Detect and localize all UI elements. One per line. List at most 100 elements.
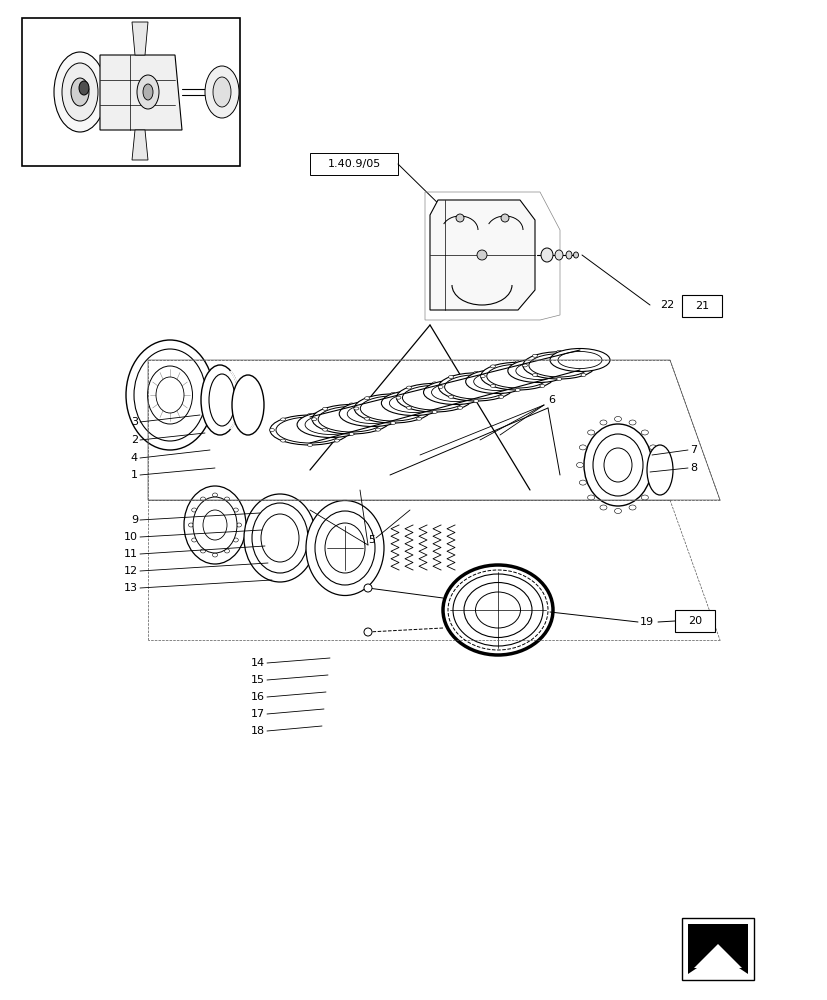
Ellipse shape [457, 386, 462, 389]
Ellipse shape [314, 511, 375, 585]
Ellipse shape [444, 375, 507, 399]
Ellipse shape [339, 401, 405, 426]
Ellipse shape [349, 403, 354, 406]
Ellipse shape [468, 396, 473, 399]
Ellipse shape [325, 523, 365, 573]
Ellipse shape [457, 406, 462, 409]
Text: 3: 3 [131, 417, 138, 427]
Ellipse shape [581, 374, 586, 377]
Text: 18: 18 [251, 726, 265, 736]
Ellipse shape [528, 354, 589, 377]
Ellipse shape [126, 340, 213, 450]
Ellipse shape [200, 549, 205, 553]
Ellipse shape [364, 584, 371, 592]
Ellipse shape [360, 396, 425, 421]
Ellipse shape [448, 395, 453, 398]
Ellipse shape [556, 377, 561, 380]
Ellipse shape [375, 407, 380, 410]
Ellipse shape [307, 414, 312, 416]
Ellipse shape [323, 407, 327, 410]
Ellipse shape [375, 428, 380, 431]
Ellipse shape [500, 214, 509, 222]
Ellipse shape [587, 430, 594, 435]
Ellipse shape [476, 250, 486, 260]
Text: 1.40.9/05: 1.40.9/05 [327, 159, 380, 169]
Text: 10: 10 [124, 532, 138, 542]
Ellipse shape [587, 495, 594, 500]
Ellipse shape [208, 374, 235, 426]
Text: 14: 14 [251, 658, 265, 668]
Ellipse shape [509, 385, 514, 388]
Text: 21: 21 [694, 301, 708, 311]
Ellipse shape [437, 385, 442, 388]
Text: 12: 12 [124, 566, 138, 576]
Ellipse shape [79, 81, 88, 95]
Ellipse shape [540, 248, 552, 262]
Polygon shape [100, 55, 182, 130]
Ellipse shape [432, 382, 437, 385]
Text: 7: 7 [689, 445, 696, 455]
Ellipse shape [641, 495, 648, 500]
Ellipse shape [463, 582, 532, 638]
Ellipse shape [224, 497, 229, 501]
Ellipse shape [275, 417, 343, 443]
Ellipse shape [364, 417, 369, 420]
Text: 13: 13 [124, 583, 138, 593]
Ellipse shape [203, 510, 227, 540]
Ellipse shape [402, 385, 466, 410]
Ellipse shape [566, 251, 571, 259]
Ellipse shape [155, 377, 184, 413]
Ellipse shape [381, 391, 446, 416]
Ellipse shape [554, 250, 562, 260]
Ellipse shape [280, 418, 285, 421]
Ellipse shape [389, 394, 437, 412]
Ellipse shape [192, 508, 197, 512]
Ellipse shape [480, 375, 485, 378]
Ellipse shape [390, 422, 395, 424]
Ellipse shape [452, 574, 543, 646]
Ellipse shape [490, 365, 495, 368]
Ellipse shape [514, 388, 519, 391]
Ellipse shape [364, 628, 371, 636]
Ellipse shape [539, 384, 544, 387]
Ellipse shape [614, 508, 621, 514]
Text: 8: 8 [689, 463, 696, 473]
Ellipse shape [396, 383, 472, 412]
Ellipse shape [416, 417, 421, 420]
Ellipse shape [297, 412, 364, 438]
Ellipse shape [473, 371, 478, 374]
Ellipse shape [649, 480, 656, 485]
Text: 1: 1 [131, 470, 138, 480]
Ellipse shape [390, 392, 395, 395]
Ellipse shape [200, 497, 205, 501]
Ellipse shape [581, 354, 586, 357]
Ellipse shape [251, 503, 308, 573]
Polygon shape [131, 130, 148, 160]
Ellipse shape [649, 445, 656, 450]
Text: 9: 9 [131, 515, 138, 525]
Bar [674, 610, 715, 632]
Ellipse shape [498, 375, 503, 378]
Ellipse shape [583, 424, 651, 506]
Ellipse shape [549, 375, 554, 378]
Ellipse shape [465, 370, 528, 394]
Ellipse shape [233, 508, 238, 512]
Ellipse shape [334, 418, 339, 421]
Text: 4: 4 [131, 453, 138, 463]
Ellipse shape [614, 416, 621, 422]
Ellipse shape [416, 397, 421, 400]
Ellipse shape [312, 404, 390, 434]
Bar [681, 295, 721, 317]
Ellipse shape [237, 523, 241, 527]
Ellipse shape [213, 553, 218, 557]
Ellipse shape [71, 78, 88, 106]
Ellipse shape [323, 428, 327, 431]
Ellipse shape [579, 445, 586, 450]
Ellipse shape [431, 383, 479, 402]
Text: 20: 20 [687, 616, 701, 626]
Ellipse shape [473, 399, 478, 402]
Ellipse shape [406, 406, 411, 409]
Ellipse shape [573, 252, 578, 258]
Polygon shape [693, 944, 741, 968]
Ellipse shape [201, 365, 239, 435]
